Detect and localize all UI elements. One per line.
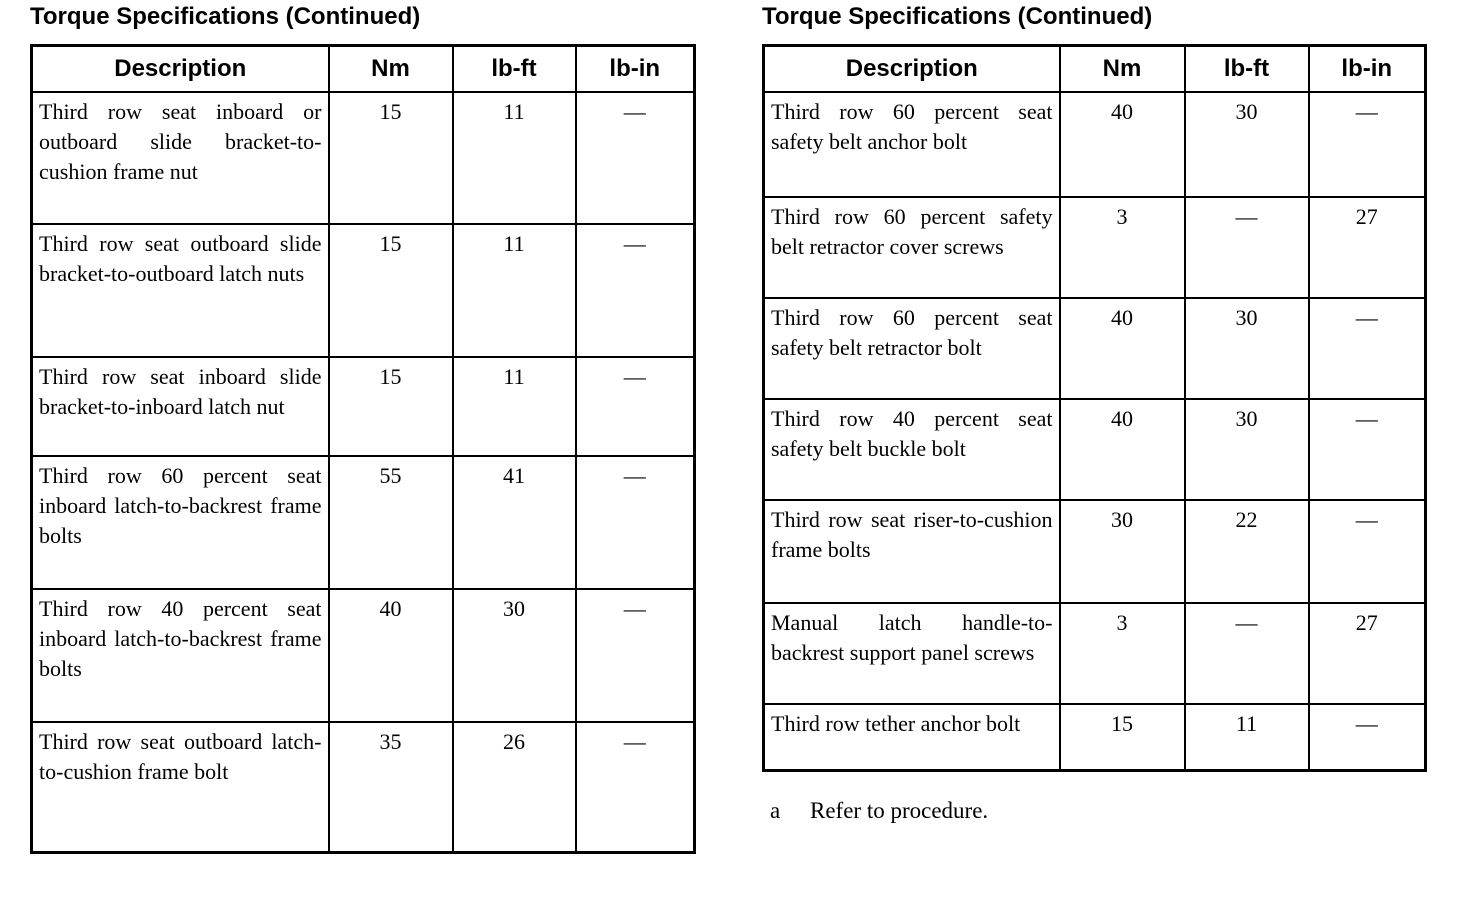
lbin-cell: 27: [1307, 602, 1427, 706]
description-cell: Third row 40 percent seat safety belt bu…: [762, 398, 1061, 502]
lbft-cell: 30: [1183, 91, 1310, 199]
col-header-description: Description: [30, 44, 330, 94]
lbft-cell: 41: [451, 455, 577, 591]
lbin-cell: —: [574, 356, 696, 458]
table-row: Third row 60 percent safety belt retract…: [762, 196, 1427, 300]
description-cell: Third row seat outboard slide bracket-to…: [30, 223, 330, 359]
torque-table-right: Description Nm lb-ft lb-in Third row 60 …: [762, 44, 1427, 772]
nm-cell: 30: [1058, 499, 1186, 605]
lbin-cell: —: [1307, 91, 1427, 199]
table-row: Third row seat inboard or outboard slide…: [30, 91, 696, 226]
col-header-lbin: lb-in: [574, 44, 696, 94]
table-row: Third row seat riser-to-cushion frame bo…: [762, 499, 1427, 605]
nm-cell: 40: [1058, 398, 1186, 502]
nm-cell: 15: [1058, 703, 1186, 772]
col-header-lbft: lb-ft: [1183, 44, 1310, 94]
lbft-cell: 30: [1183, 398, 1310, 502]
table-title-right: Torque Specifications (Continued): [762, 3, 1153, 30]
col-header-lbin: lb-in: [1307, 44, 1427, 94]
nm-cell: 3: [1058, 602, 1186, 706]
description-cell: Third row 60 percent seat inboard latch-…: [30, 455, 330, 591]
header-row: Description Nm lb-ft lb-in: [30, 44, 696, 94]
lbin-cell: —: [1307, 297, 1427, 401]
col-header-lbft: lb-ft: [451, 44, 577, 94]
table-row: Third row 60 percent seat inboard latch-…: [30, 455, 696, 591]
nm-cell: 3: [1058, 196, 1186, 300]
description-cell: Third row 60 percent safety belt retract…: [762, 196, 1061, 300]
description-cell: Third row seat inboard slide bracket-to-…: [30, 356, 330, 458]
table-row: Third row tether anchor bolt 15 11 —: [762, 703, 1427, 772]
lbft-cell: 11: [1183, 703, 1310, 772]
lbft-cell: 11: [451, 91, 577, 226]
nm-cell: 55: [327, 455, 454, 591]
lbin-cell: —: [574, 455, 696, 591]
table-row: Third row 60 percent seat safety belt re…: [762, 297, 1427, 401]
table-row: Third row 40 percent seat inboard latch-…: [30, 588, 696, 724]
table-row: Third row 40 percent seat safety belt bu…: [762, 398, 1427, 502]
lbin-cell: —: [574, 721, 696, 854]
col-header-nm: Nm: [1058, 44, 1186, 94]
lbin-cell: —: [574, 91, 696, 226]
lbin-cell: —: [574, 588, 696, 724]
footnote: a Refer to procedure.: [762, 798, 1424, 824]
table-title-left: Torque Specifications (Continued): [30, 3, 421, 30]
description-cell: Third row 40 percent seat inboard latch-…: [30, 588, 330, 724]
footnote-text: Refer to procedure.: [810, 797, 989, 823]
table-row: Third row seat inboard slide bracket-to-…: [30, 356, 696, 458]
nm-cell: 40: [327, 588, 454, 724]
lbft-cell: 26: [451, 721, 577, 854]
lbft-cell: 11: [451, 223, 577, 359]
torque-table-left: Description Nm lb-ft lb-in Third row sea…: [30, 44, 696, 854]
table-row: Third row seat outboard latch-to-cushion…: [30, 721, 696, 854]
lbft-cell: —: [1183, 196, 1310, 300]
lbft-cell: 30: [1183, 297, 1310, 401]
footnote-marker: a: [770, 797, 781, 823]
nm-cell: 15: [327, 223, 454, 359]
table-row: Third row 60 percent seat safety belt an…: [762, 91, 1427, 199]
nm-cell: 15: [327, 91, 454, 226]
lbin-cell: —: [1307, 703, 1427, 772]
lbin-cell: —: [574, 223, 696, 359]
lbin-cell: 27: [1307, 196, 1427, 300]
nm-cell: 40: [1058, 297, 1186, 401]
nm-cell: 40: [1058, 91, 1186, 199]
lbin-cell: —: [1307, 398, 1427, 502]
lbft-cell: 11: [451, 356, 577, 458]
description-cell: Manual latch handle-to-backrest support …: [762, 602, 1061, 706]
description-cell: Third row tether anchor bolt: [762, 703, 1061, 772]
description-cell: Third row 60 percent seat safety belt re…: [762, 297, 1061, 401]
table-row: Manual latch handle-to-backrest support …: [762, 602, 1427, 706]
lbft-cell: 30: [451, 588, 577, 724]
lbft-cell: 22: [1183, 499, 1310, 605]
description-cell: Third row seat inboard or outboard slide…: [30, 91, 330, 226]
nm-cell: 15: [327, 356, 454, 458]
nm-cell: 35: [327, 721, 454, 854]
col-header-description: Description: [762, 44, 1061, 94]
right-column: Torque Specifications (Continued) Descri…: [762, 3, 1427, 824]
description-cell: Third row 60 percent seat safety belt an…: [762, 91, 1061, 199]
lbin-cell: —: [1307, 499, 1427, 605]
table-row: Third row seat outboard slide bracket-to…: [30, 223, 696, 359]
col-header-nm: Nm: [327, 44, 454, 94]
header-row: Description Nm lb-ft lb-in: [762, 44, 1427, 94]
description-cell: Third row seat outboard latch-to-cushion…: [30, 721, 330, 854]
lbft-cell: —: [1183, 602, 1310, 706]
left-column: Torque Specifications (Continued) Descri…: [30, 3, 696, 854]
description-cell: Third row seat riser-to-cushion frame bo…: [762, 499, 1061, 605]
